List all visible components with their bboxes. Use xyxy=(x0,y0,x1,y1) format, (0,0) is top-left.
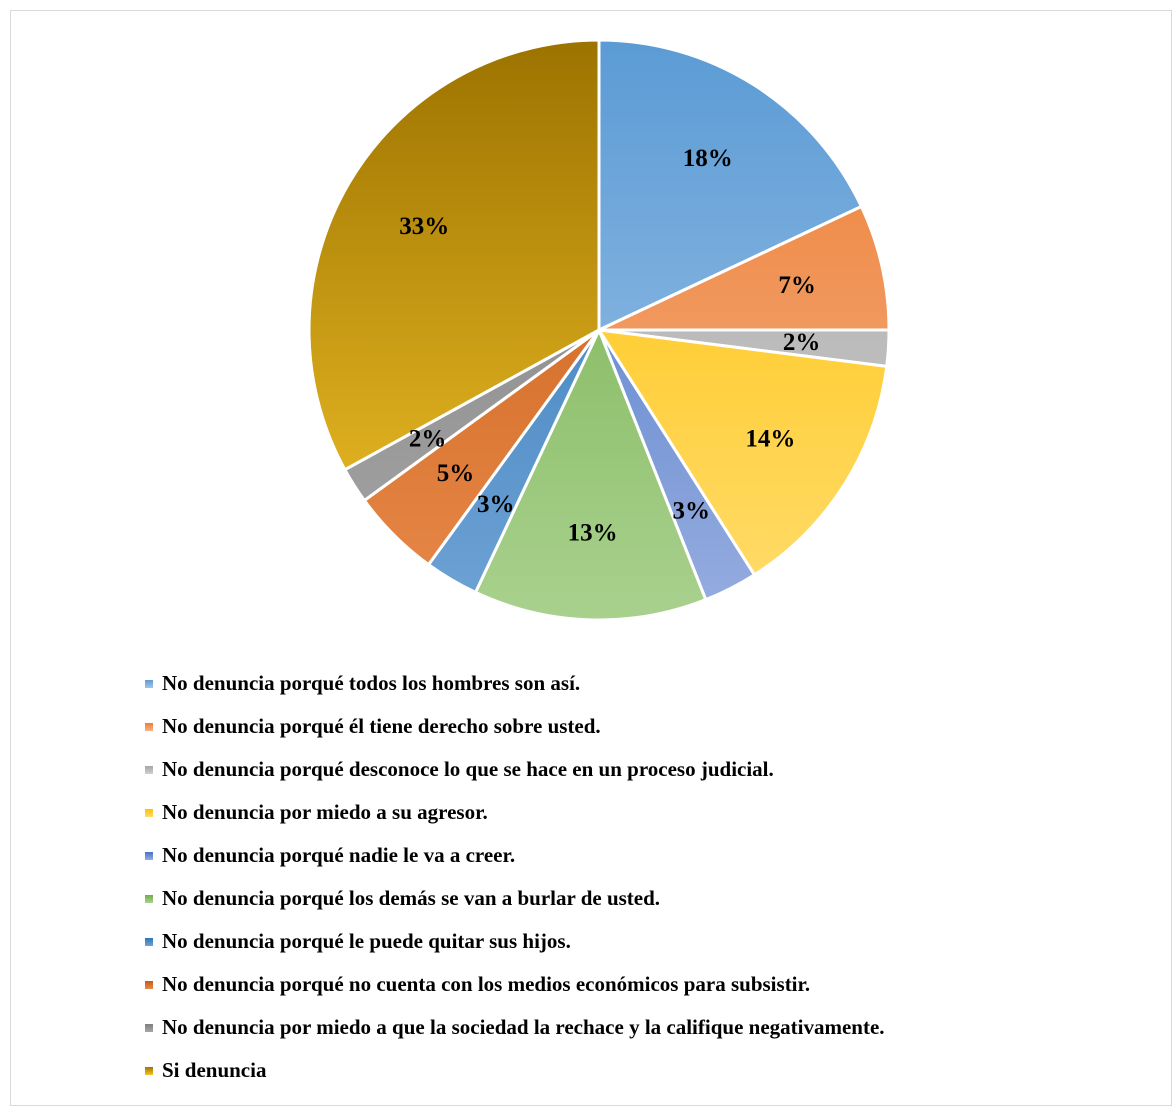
legend-swatch xyxy=(145,937,153,946)
slice-label-4: 14% xyxy=(745,425,795,452)
slice-label-3: 2% xyxy=(783,329,821,356)
pie-data-labels: 18%7%2%14%3%13%3%5%2%33% xyxy=(399,145,820,546)
legend-label: No denuncia porqué nadie le va a creer. xyxy=(162,843,516,867)
legend-label: No denuncia porqué todos los hombres son… xyxy=(162,671,581,695)
legend-item: No denuncia porqué desconoce lo que se h… xyxy=(145,748,885,791)
legend-label: No denuncia por miedo a que la sociedad … xyxy=(162,1015,885,1039)
legend-swatch xyxy=(145,679,153,688)
legend-label: No denuncia por miedo a su agresor. xyxy=(162,800,488,824)
pie-slice-4 xyxy=(597,328,889,577)
legend-label: No denuncia porqué le puede quitar sus h… xyxy=(162,929,571,953)
legend-label: No denuncia porqué él tiene derecho sobr… xyxy=(162,714,601,738)
legend-item: Si denuncia xyxy=(145,1049,885,1092)
slice-label-10: 33% xyxy=(399,213,449,240)
pie-chart: 18%7%2%14%3%13%3%5%2%33% xyxy=(307,38,891,622)
legend-item: No denuncia porqué le puede quitar sus h… xyxy=(145,920,885,963)
legend-swatch xyxy=(145,1023,153,1032)
slice-label-6: 13% xyxy=(568,519,618,546)
legend-label: Si denuncia xyxy=(162,1058,267,1082)
legend-swatch xyxy=(145,1066,153,1075)
pie-slice-2 xyxy=(597,205,891,332)
legend-label: No denuncia porqué desconoce lo que se h… xyxy=(162,757,774,781)
legend-item: No denuncia porqué nadie le va a creer. xyxy=(145,834,885,877)
slice-label-2: 7% xyxy=(778,272,816,299)
legend-swatch xyxy=(145,980,153,989)
legend-item: No denuncia porqué no cuenta con los med… xyxy=(145,963,885,1006)
legend-item: No denuncia porqué todos los hombres son… xyxy=(145,662,885,705)
pie-slice-6 xyxy=(474,328,708,622)
legend-label: No denuncia porqué no cuenta con los med… xyxy=(162,972,811,996)
chart-legend: No denuncia porqué todos los hombres son… xyxy=(145,662,885,1092)
slice-label-9: 2% xyxy=(409,425,447,452)
legend-item: No denuncia por miedo a que la sociedad … xyxy=(145,1006,885,1049)
legend-swatch xyxy=(145,808,153,817)
legend-swatch xyxy=(145,722,153,731)
slice-label-5: 3% xyxy=(672,497,710,524)
pie-slices xyxy=(307,38,891,622)
legend-swatch xyxy=(145,894,153,903)
slice-label-7: 3% xyxy=(477,491,515,518)
slice-label-8: 5% xyxy=(437,460,475,487)
legend-label: No denuncia porqué los demás se van a bu… xyxy=(162,886,661,910)
legend-item: No denuncia por miedo a su agresor. xyxy=(145,791,885,834)
pie-slice-10 xyxy=(307,38,601,472)
legend-item: No denuncia porqué él tiene derecho sobr… xyxy=(145,705,885,748)
pie-slice-1 xyxy=(597,38,863,332)
legend-swatch xyxy=(145,851,153,860)
slice-label-1: 18% xyxy=(683,145,733,172)
legend-swatch xyxy=(145,765,153,774)
legend-item: No denuncia porqué los demás se van a bu… xyxy=(145,877,885,920)
